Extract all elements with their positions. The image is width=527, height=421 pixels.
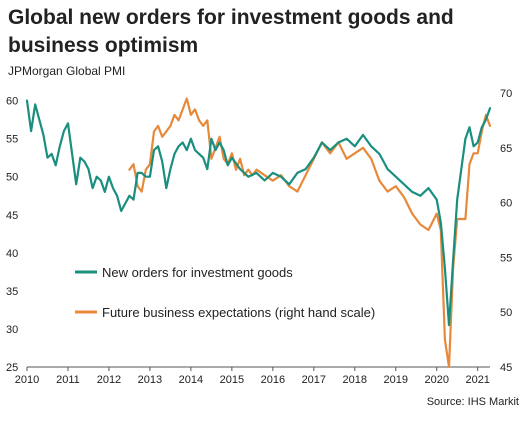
x-tick-label: 2015 — [220, 374, 244, 386]
x-tick-label: 2018 — [343, 374, 367, 386]
y-left-tick-label: 35 — [6, 286, 18, 298]
x-tick-label: 2013 — [138, 374, 162, 386]
legend-label-1: Future business expectations (right hand… — [102, 305, 375, 320]
x-tick-label: 2010 — [15, 374, 39, 386]
series-line-0 — [25, 99, 492, 327]
x-tick-label: 2020 — [424, 374, 448, 386]
series-line-1 — [128, 97, 492, 369]
y-right-tick-label: 55 — [500, 252, 512, 264]
x-tick-label: 2012 — [97, 374, 121, 386]
x-tick-label: 2017 — [302, 374, 326, 386]
legend-label-0: New orders for investment goods — [102, 265, 293, 280]
source-note: Source: IHS Markit — [426, 396, 519, 408]
y-left-tick-label: 60 — [6, 96, 18, 108]
y-right-tick-label: 70 — [500, 88, 512, 100]
y-left-tick-label: 30 — [6, 324, 18, 336]
y-left-tick-label: 25 — [6, 362, 18, 374]
chart-title: Global new orders for investment goods a… — [8, 6, 454, 57]
y-right-tick-label: 60 — [500, 198, 512, 210]
chart-subtitle: JPMorgan Global PMI — [8, 64, 126, 78]
y-left-tick-label: 50 — [6, 172, 18, 184]
x-tick-label: 2019 — [384, 374, 408, 386]
x-tick-label: 2014 — [179, 374, 203, 386]
y-left-tick-label: 55 — [6, 134, 18, 146]
x-tick-label: 2016 — [261, 374, 285, 386]
y-right-tick-label: 65 — [500, 143, 512, 155]
y-left-tick-label: 40 — [6, 248, 18, 260]
y-right-tick-label: 45 — [500, 362, 512, 374]
x-tick-label: 2021 — [465, 374, 489, 386]
y-left-tick-label: 45 — [6, 210, 18, 222]
x-tick-label: 2011 — [56, 374, 80, 386]
y-right-tick-label: 50 — [500, 307, 512, 319]
